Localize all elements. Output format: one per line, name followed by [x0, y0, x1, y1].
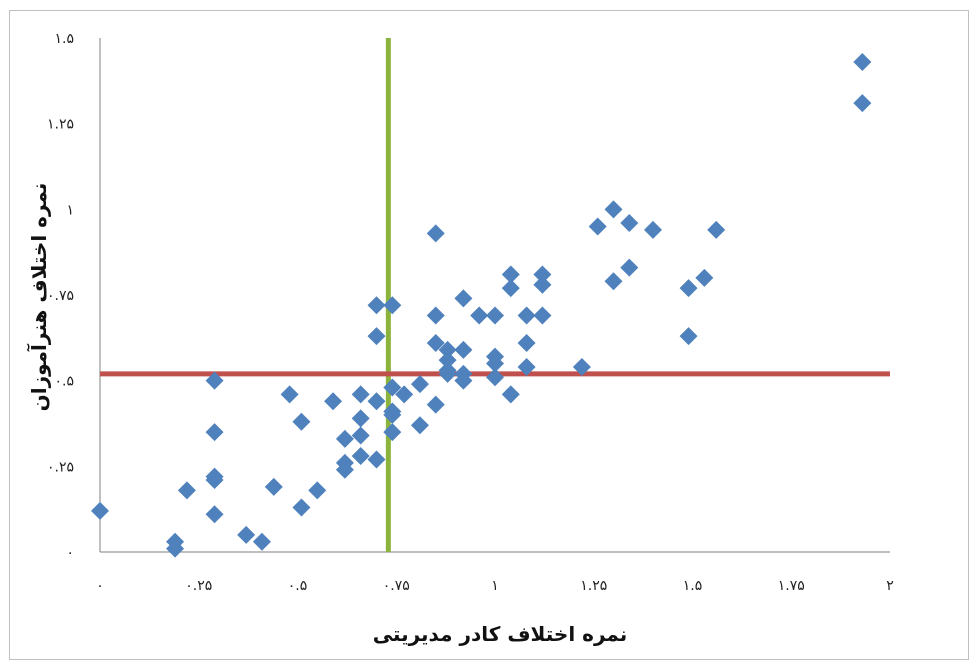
data-point [454, 289, 473, 308]
x-axis-title: نمره اختلاف کادر مدیریتی [373, 622, 628, 646]
y-axis-tick-labels: ۰ ۰.۲۵ ۰.۵ ۰.۷۵ ۱ ۱.۲۵ ۱.۵ [47, 31, 74, 561]
data-point [470, 306, 489, 325]
data-point [335, 460, 354, 479]
data-point [383, 423, 402, 442]
data-point [501, 385, 520, 404]
data-point [604, 200, 623, 219]
x-tick-label: ۱.۷۵ [778, 578, 805, 594]
y-tick-label: ۰.۲۵ [47, 459, 74, 475]
data-point [588, 217, 607, 236]
data-point [383, 378, 402, 397]
x-tick-label: ۰.۷۵ [383, 578, 410, 594]
data-point [205, 371, 224, 390]
data-point [367, 296, 386, 315]
data-point [252, 532, 271, 551]
data-point [679, 327, 698, 346]
data-point [853, 52, 872, 71]
data-points [91, 52, 872, 558]
data-point [501, 265, 520, 284]
y-tick-label: ۰ [66, 545, 74, 561]
data-point [486, 368, 504, 387]
data-point [351, 447, 370, 466]
axes [99, 38, 890, 553]
x-tick-label: ۲ [886, 578, 894, 594]
data-point [533, 265, 552, 284]
data-point [367, 327, 386, 346]
data-point [438, 340, 457, 359]
data-point [177, 481, 196, 500]
data-point [426, 306, 445, 325]
data-point [367, 450, 386, 469]
data-point [410, 416, 429, 435]
data-point [426, 395, 445, 414]
data-point [572, 357, 591, 376]
data-point [205, 423, 224, 442]
data-point [410, 375, 429, 394]
data-point [426, 333, 445, 352]
data-point [426, 224, 445, 243]
chart-frame: ۰ ۰.۲۵ ۰.۵ ۰.۷۵ ۱ ۱.۲۵ ۱.۵ ۱.۷۵ ۲ ۰ ۰.۲۵ ۰.۵ ۰.۷۵ ۱ ۱… [9, 10, 969, 660]
data-point [454, 340, 473, 359]
data-point [517, 333, 536, 352]
y-tick-label: ۱.۵ [55, 31, 75, 47]
data-point [166, 539, 185, 558]
data-point [91, 501, 109, 520]
x-tick-label: ۱ [491, 578, 499, 594]
data-point [620, 214, 639, 233]
data-point [351, 385, 370, 404]
data-point [237, 525, 256, 544]
data-point [264, 477, 283, 496]
data-point [707, 220, 726, 239]
data-point [486, 354, 504, 373]
data-point [438, 364, 457, 383]
data-point [533, 275, 552, 294]
data-point [383, 296, 402, 315]
data-point [205, 471, 224, 490]
data-point [280, 385, 299, 404]
data-point [517, 306, 536, 325]
y-axis-title: نمره اختلاف هنرآموزان [26, 183, 51, 412]
data-point [604, 272, 623, 291]
data-point [620, 258, 639, 277]
data-point [395, 385, 414, 404]
data-point [501, 279, 520, 298]
x-tick-label: ۰.۵ [288, 578, 308, 594]
y-tick-label: ۰.۵ [55, 374, 75, 390]
data-point [292, 498, 311, 517]
data-point [517, 357, 536, 376]
data-point [367, 392, 386, 411]
data-point [292, 412, 311, 431]
data-point [308, 481, 327, 500]
y-tick-label: ۱.۲۵ [47, 117, 74, 133]
data-point [486, 306, 504, 325]
data-point [533, 306, 552, 325]
y-tick-label: ۰.۷۵ [47, 288, 74, 304]
data-point [695, 268, 714, 287]
y-tick-label: ۱ [66, 202, 74, 218]
x-axis-tick-labels: ۰ ۰.۲۵ ۰.۵ ۰.۷۵ ۱ ۱.۲۵ ۱.۵ ۱.۷۵ ۲ [96, 578, 894, 594]
data-point [644, 220, 662, 239]
x-tick-label: ۱.۲۵ [580, 578, 607, 594]
x-tick-label: ۱.۵ [683, 578, 703, 594]
data-point [324, 392, 343, 411]
data-point [679, 279, 698, 298]
data-point [335, 429, 354, 448]
data-point [454, 371, 473, 390]
data-point [383, 405, 402, 424]
data-point [853, 94, 872, 113]
scatter-chart: ۰ ۰.۲۵ ۰.۵ ۰.۷۵ ۱ ۱.۲۵ ۱.۵ ۱.۷۵ ۲ ۰ ۰.۲۵ ۰.۵ ۰.۷۵ ۱ ۱… [26, 31, 894, 646]
data-point [205, 505, 224, 524]
x-tick-label: ۰.۲۵ [185, 578, 212, 594]
data-point [438, 351, 457, 370]
x-tick-label: ۰ [96, 578, 104, 594]
data-point [351, 409, 370, 428]
data-point [351, 426, 370, 445]
